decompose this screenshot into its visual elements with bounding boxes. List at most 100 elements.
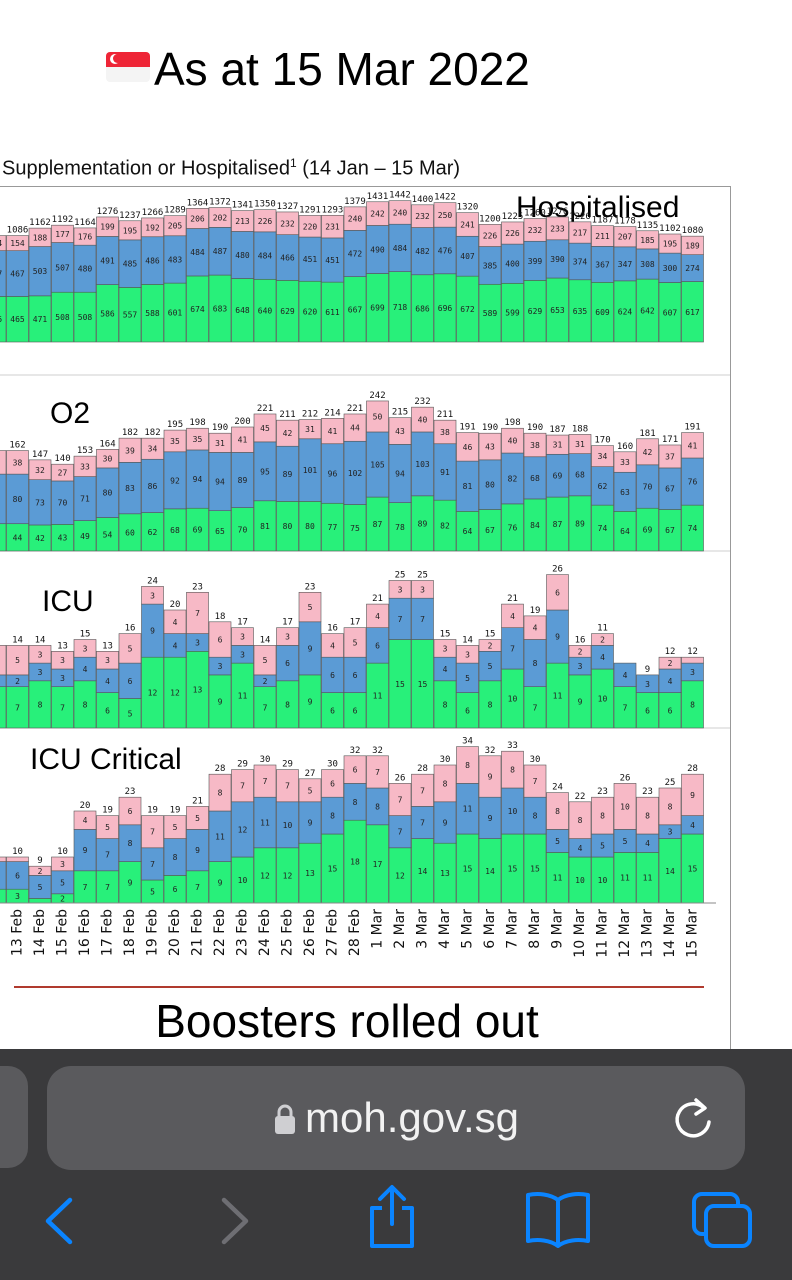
- bar-label-1-14-green: 80: [305, 522, 315, 531]
- bar-2-19-pink: [411, 580, 434, 599]
- bar-label-3-16-blue: 8: [353, 798, 358, 807]
- total-label-2-20: 15: [440, 630, 451, 640]
- x-tick-label-25: 9 Mar: [550, 909, 566, 949]
- bar-label-1-17-green: 87: [373, 520, 383, 529]
- total-label-0-31: 1080: [682, 226, 704, 236]
- bar-label-0-2-pink: 188: [33, 233, 48, 242]
- bar-label-1-28-blue: 63: [620, 488, 630, 497]
- total-label-3-12: 30: [260, 755, 271, 765]
- bar-label-3-24-pink: 7: [533, 777, 538, 786]
- bar-label-2-1-green: 7: [15, 703, 20, 712]
- bar-label-2-7-pink: 3: [150, 591, 155, 600]
- bar-label-0-11-green: 648: [235, 306, 250, 315]
- bar-label-3-31-pink: 9: [690, 791, 695, 800]
- bar-label-3-21-green: 15: [463, 865, 473, 874]
- bar-3-25-pink: [546, 792, 569, 830]
- bar-label-3-28-green: 11: [620, 874, 630, 883]
- bar-0-27-pink: [591, 225, 614, 247]
- bar-label-0-23-pink: 226: [505, 229, 520, 238]
- address-bar[interactable]: [47, 1066, 745, 1170]
- bar-label-3-7-blue: 7: [150, 860, 155, 869]
- bar-label-0-2-green: 471: [33, 315, 48, 324]
- bar-label-2-12-pink: 5: [263, 656, 268, 665]
- x-tick-label-20: 4 Mar: [437, 909, 453, 949]
- total-label-2-26: 16: [575, 635, 586, 645]
- bar-2-28-blue: [613, 662, 637, 688]
- bar-label-0-26-pink: 217: [573, 228, 588, 237]
- bar-label-1-25-pink: 31: [553, 441, 563, 450]
- total-label-2-12: 14: [260, 635, 271, 645]
- bar-label-1-25-blue: 69: [553, 472, 563, 481]
- bar-label-1-29-green: 69: [643, 526, 653, 535]
- bar-label-1-7-pink: 34: [148, 445, 158, 454]
- bar-label-1-11-green: 70: [238, 525, 248, 534]
- bar-label-2-12-blue: 2: [263, 677, 268, 686]
- bar-label-1-16-pink: 44: [350, 424, 360, 433]
- bar-label-3-9-pink: 5: [195, 814, 200, 823]
- bar-label-3-29-green: 11: [643, 874, 653, 883]
- total-label-0-26: 1226: [569, 212, 591, 222]
- bar-label-1-12-pink: 45: [260, 424, 270, 433]
- bar-0-3-pink: [51, 224, 74, 243]
- share-icon[interactable]: [364, 1184, 420, 1250]
- bar-label-0-5-green: 586: [100, 309, 115, 318]
- bar-label-1-3-pink: 27: [58, 469, 68, 478]
- x-tick-label-30: 14 Mar: [662, 909, 678, 958]
- bar-label-2-3-pink: 3: [60, 656, 65, 665]
- total-label-3-30: 25: [665, 778, 676, 788]
- total-label-0-11: 1341: [232, 201, 254, 211]
- bar-label-1-21-pink: 46: [463, 443, 473, 452]
- bar-1-13-pink: [276, 419, 299, 447]
- bar-label-1-30-blue: 67: [665, 485, 675, 494]
- bar-3-18-pink: [388, 783, 412, 816]
- total-label-2-8: 20: [170, 600, 181, 610]
- tabs-icon[interactable]: [690, 1190, 754, 1250]
- total-label-2-1: 14: [12, 635, 23, 645]
- bar-label-3-24-green: 15: [530, 865, 540, 874]
- bar-label-0-23-green: 599: [505, 309, 520, 318]
- back-icon[interactable]: [40, 1196, 80, 1246]
- forward-icon[interactable]: [214, 1196, 254, 1246]
- reload-icon[interactable]: [672, 1094, 716, 1142]
- bar-label-3-6-blue: 8: [128, 839, 133, 848]
- total-label-3-9: 21: [192, 796, 203, 806]
- url-text[interactable]: moh.gov.sg: [305, 1094, 519, 1141]
- total-label-1-19: 232: [414, 397, 430, 407]
- x-tick-label-11: 23 Feb: [235, 909, 251, 956]
- bar-label-0-30-green: 607: [663, 308, 678, 317]
- bar-label-0-25-pink: 233: [550, 224, 565, 233]
- bar-label-0-24-pink: 232: [528, 226, 543, 235]
- bar-label-2-22-pink: 2: [488, 641, 493, 650]
- previous-tab-pill[interactable]: [0, 1066, 28, 1168]
- bar-3-3-pink: [51, 856, 74, 872]
- bar-label-3-28-pink: 10: [620, 802, 630, 811]
- total-label-2-19: 25: [417, 571, 428, 581]
- bar-3-9-pink: [186, 806, 209, 830]
- bar-label-0-22-green: 589: [483, 309, 498, 318]
- bar-label-0-9-green: 674: [190, 305, 205, 314]
- bar-label-1-16-blue: 102: [348, 469, 363, 478]
- bar-label-0-17-green: 699: [370, 304, 385, 313]
- panel-title-3: ICU Critical: [30, 743, 182, 776]
- bar-3-26-pink: [568, 801, 592, 839]
- bookmarks-icon[interactable]: [524, 1190, 592, 1248]
- bar-label-3-20-green: 13: [440, 869, 450, 878]
- bar-label-3-13-pink: 7: [285, 782, 290, 791]
- bar-2-5-pink: [96, 650, 119, 670]
- total-label-0-7: 1266: [142, 208, 164, 218]
- stacked-bar-charts: Hospitalised4654671544654671541086471503…: [0, 191, 730, 958]
- bar-0-10-pink: [208, 207, 232, 228]
- bar-label-1-15-blue: 96: [328, 470, 338, 479]
- bar-2-16-pink: [343, 627, 367, 658]
- total-label-1-8: 195: [167, 420, 183, 430]
- bar-0-19-pink: [411, 204, 434, 228]
- chart-figure: Supplementation or Hospitalised1 (14 Jan…: [0, 150, 792, 1050]
- bar-label-0-8-pink: 205: [168, 222, 183, 231]
- bar-label-3-23-green: 15: [508, 865, 518, 874]
- bar-label-1-31-blue: 76: [688, 478, 698, 487]
- total-label-0-23: 1225: [502, 212, 524, 222]
- total-label-3-31: 28: [687, 764, 698, 774]
- bar-label-1-22-green: 67: [485, 526, 495, 535]
- total-label-1-26: 188: [572, 424, 588, 434]
- bar-label-3-30-blue: 3: [668, 828, 673, 837]
